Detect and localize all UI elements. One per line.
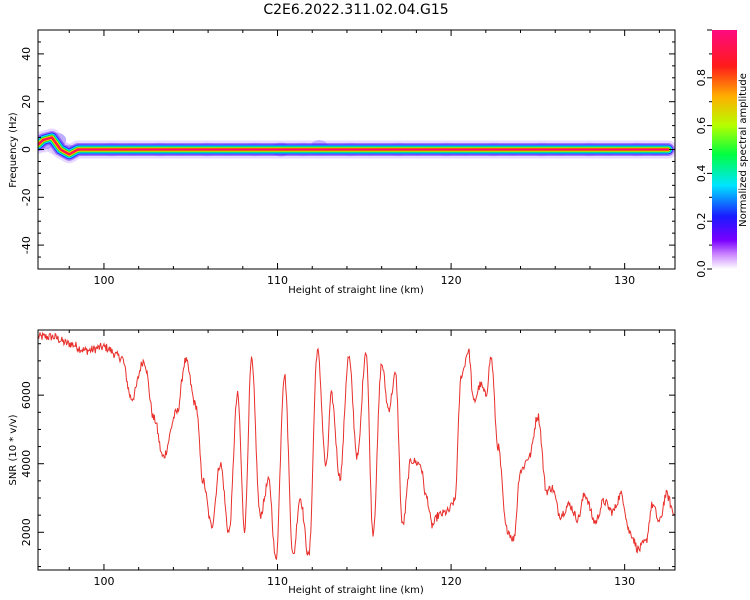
chart-title: C2E6.2022.311.02.04.G15 bbox=[263, 2, 448, 18]
colorbar: 0.0 0.2 0.4 0.6 0.8 Normalized spectral ampl… bbox=[695, 29, 749, 278]
y-tick-label: 40 bbox=[20, 47, 33, 61]
snr-frame bbox=[37, 329, 676, 571]
x-tick-label: 130 bbox=[614, 274, 635, 287]
x-tick-label: 110 bbox=[267, 274, 288, 287]
snr-ticks: 100 110 120 130 2000 4000 6000 bbox=[20, 330, 675, 588]
spectrogram-plot-area bbox=[38, 128, 675, 164]
spectrogram-y-axis-label: Frequency (Hz) bbox=[8, 112, 19, 188]
x-tick-label: 120 bbox=[441, 575, 462, 588]
spectral-ridge-band bbox=[38, 137, 669, 155]
spectrogram-x-axis-label: Height of straight line (km) bbox=[288, 285, 424, 296]
colorbar-gradient bbox=[712, 30, 737, 269]
colorbar-tick-label: 0.0 bbox=[695, 260, 708, 278]
y-tick-label: 6000 bbox=[20, 381, 33, 409]
snr-panel: 100 110 120 130 2000 4000 6000 Height of strai… bbox=[8, 329, 676, 596]
colorbar-ticks: 0.0 0.2 0.4 0.6 0.8 bbox=[695, 29, 712, 278]
colorbar-tick-label: 0.6 bbox=[695, 117, 708, 135]
x-tick-label: 100 bbox=[93, 274, 114, 287]
snr-series-line bbox=[38, 331, 675, 561]
y-tick-label: 4000 bbox=[20, 450, 33, 478]
x-tick-label: 100 bbox=[93, 575, 114, 588]
spectrogram-panel: 100 110 120 130 -40 -20 0 20 40 Height of straig… bbox=[8, 29, 676, 296]
snr-x-axis-label: Height of straight line (km) bbox=[288, 585, 424, 596]
y-tick-label: 0 bbox=[20, 146, 33, 153]
y-tick-label: 2000 bbox=[20, 518, 33, 546]
colorbar-label: Normalized spectral amplitude bbox=[738, 73, 749, 227]
colorbar-tick-label: 0.4 bbox=[695, 165, 708, 183]
y-tick-label: -20 bbox=[20, 188, 33, 206]
x-tick-label: 120 bbox=[441, 274, 462, 287]
x-tick-label: 130 bbox=[614, 575, 635, 588]
spectrogram-ticks: 100 110 120 130 -40 -20 0 20 40 bbox=[20, 29, 675, 287]
y-tick-label: 20 bbox=[20, 95, 33, 109]
colorbar-tick-label: 0.2 bbox=[695, 212, 708, 230]
snr-y-axis-label: SNR (10 * v/v) bbox=[8, 414, 19, 485]
colorbar-tick-label: 0.8 bbox=[695, 69, 708, 87]
y-tick-label: -40 bbox=[20, 236, 33, 254]
x-tick-label: 110 bbox=[267, 575, 288, 588]
snr-plot-area bbox=[38, 331, 675, 561]
